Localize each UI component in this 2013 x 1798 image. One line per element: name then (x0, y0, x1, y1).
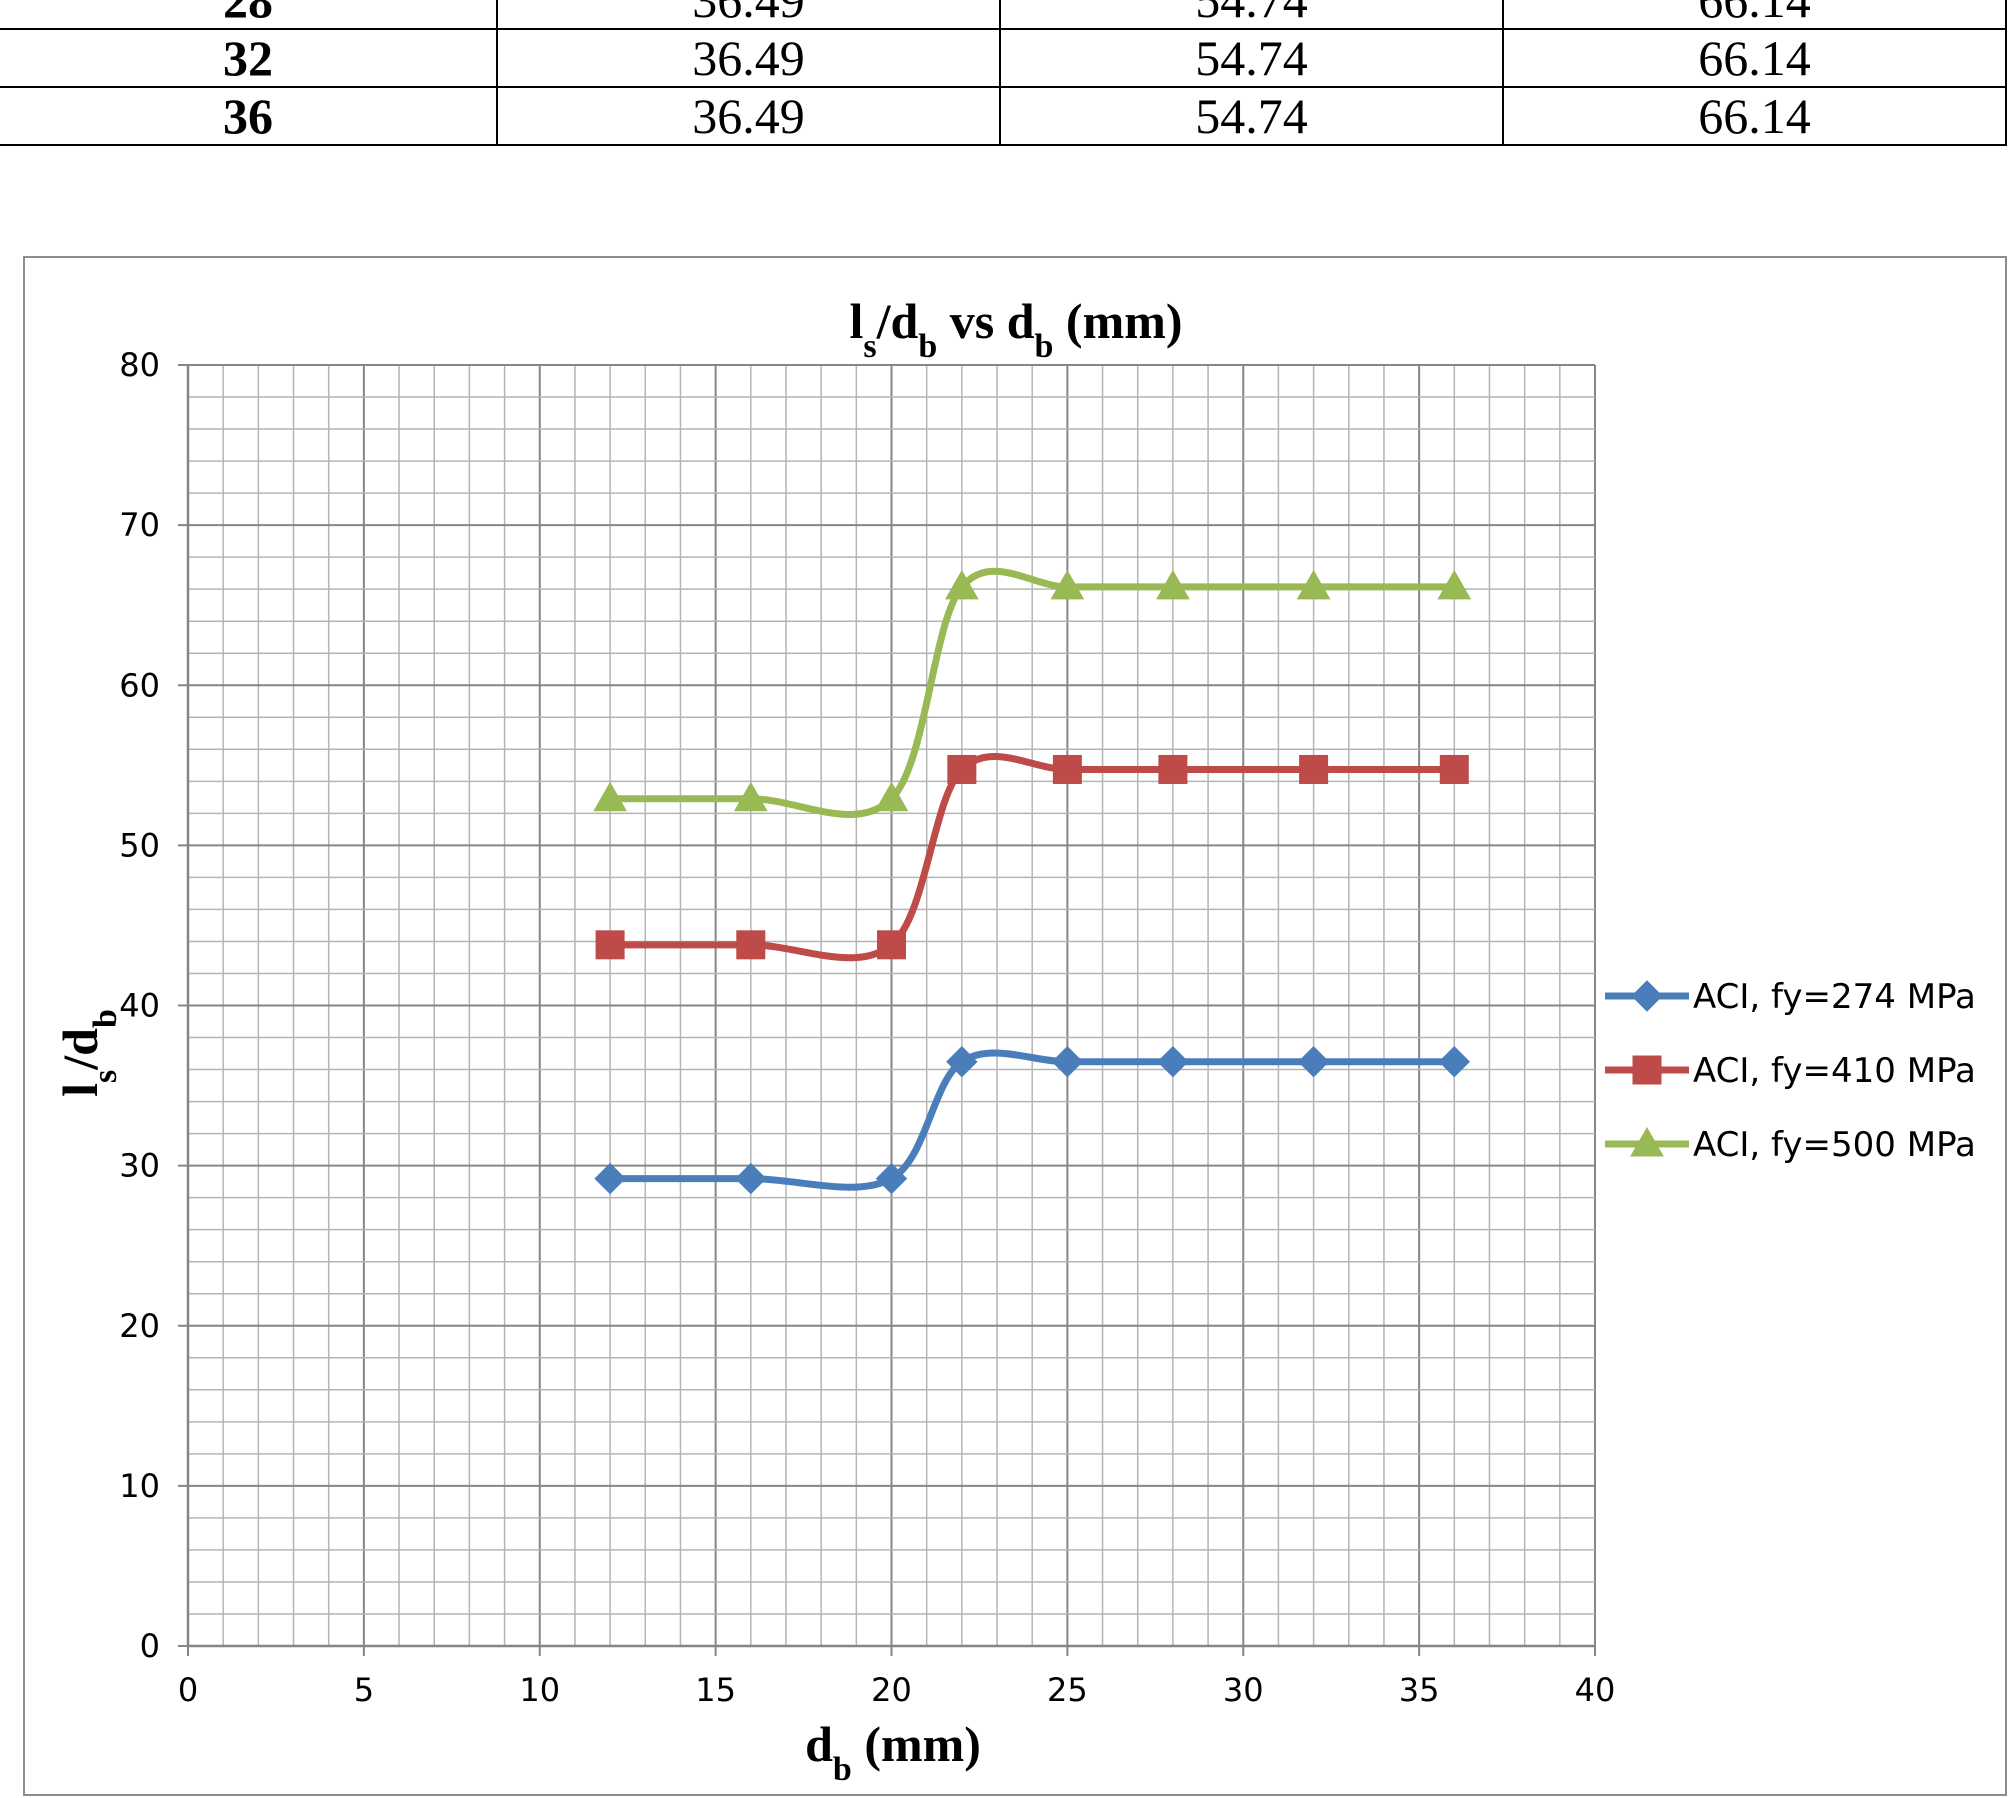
x-tick-label: 10 (519, 1671, 560, 1709)
legend-marker (1630, 1126, 1664, 1157)
chart-title: ls/db vs db (mm) (849, 293, 1182, 365)
table-cell-value: 54.74 (999, 86, 1504, 146)
y-tick-label: 70 (119, 506, 160, 544)
y-tick-label: 60 (119, 666, 160, 704)
x-tick-label: 30 (1223, 1671, 1264, 1709)
x-tick-label: 5 (354, 1671, 374, 1709)
data-point (735, 1162, 767, 1195)
series-line (610, 567, 1455, 818)
data-point (733, 781, 768, 812)
data-point (1051, 1045, 1084, 1078)
y-axis-label: ls/db (52, 1009, 124, 1097)
data-point (1157, 1045, 1189, 1078)
legend-label: ACI, fy=410 MPa (1693, 1051, 1976, 1091)
data-point (1297, 1045, 1330, 1078)
table-row: 32 36.49 54.74 66.14 (0, 28, 2007, 88)
table-cell-bar-size: 32 (0, 28, 498, 88)
data-table: 28 36.49 54.74 66.14 32 36.49 54.74 66.14 36 36.4… (0, 0, 2007, 146)
x-tick-label: 20 (871, 1671, 912, 1709)
legend-item: ACI, fy=274 MPa (1605, 977, 1976, 1017)
data-point (1296, 569, 1331, 600)
data-point (594, 1162, 626, 1195)
data-table-fragment: 28 36.49 54.74 66.14 32 36.49 54.74 66.14 36 36.4… (0, 0, 2013, 160)
data-point (1158, 754, 1188, 784)
data-point (1439, 754, 1469, 784)
table-cell-value: 54.74 (999, 28, 1504, 88)
data-point (877, 930, 906, 960)
y-tick-label: 10 (119, 1467, 160, 1505)
series-1 (594, 1045, 1471, 1195)
x-tick-label: 15 (695, 1671, 736, 1709)
table-cell-value: 66.14 (1502, 28, 2007, 88)
data-point (593, 781, 627, 812)
gridlines (186, 364, 1596, 1648)
series-line (610, 752, 1455, 962)
data-point (947, 754, 977, 784)
y-tick-label: 50 (119, 826, 160, 864)
series-3 (593, 567, 1472, 818)
data-point (1437, 569, 1472, 600)
y-tick-label: 30 (119, 1147, 160, 1185)
x-tick-label: 25 (1047, 1671, 1088, 1709)
chart-area: ls/db vs db (mm) db (mm) ls/db 0 5 10 15 20 2… (23, 256, 2007, 1796)
table-cell-value: 36.49 (496, 0, 1001, 30)
legend: ACI, fy=274 MPa ACI, fy=410 MPa ACI, fy=50… (1605, 977, 1976, 1165)
y-tick-label: 80 (119, 346, 160, 384)
table-row: 36 36.49 54.74 66.14 (0, 86, 2007, 146)
data-point (1050, 569, 1085, 600)
y-tick-label: 20 (119, 1307, 160, 1345)
table-cell-bar-size: 36 (0, 86, 498, 146)
legend-marker (1632, 1055, 1662, 1085)
legend-label: ACI, fy=500 MPa (1693, 1125, 1976, 1165)
legend-label: ACI, fy=274 MPa (1693, 977, 1976, 1017)
data-point (874, 781, 909, 812)
data-point (875, 1162, 908, 1195)
table-cell-value: 66.14 (1502, 86, 2007, 146)
table-cell-value: 36.49 (496, 28, 1001, 88)
data-point (1438, 1045, 1471, 1078)
legend-marker (1631, 980, 1663, 1012)
table-cell-value: 36.49 (496, 86, 1001, 146)
data-point (736, 930, 766, 960)
data-point (595, 930, 625, 960)
table-cell-value: 54.74 (999, 0, 1504, 30)
data-point (1156, 569, 1190, 600)
data-point (944, 569, 979, 600)
x-tick-label: 40 (1575, 1671, 1616, 1709)
series-2 (595, 752, 1469, 962)
y-tick-label: 0 (140, 1627, 160, 1665)
table-cell-bar-size: 28 (0, 0, 498, 30)
x-tick-label: 35 (1399, 1671, 1440, 1709)
table-row: 28 36.49 54.74 66.14 (0, 0, 2007, 30)
x-axis-label: db (mm) (805, 1716, 981, 1788)
y-tick-label: 40 (119, 987, 160, 1025)
line-chart: ls/db vs db (mm) db (mm) ls/db 0 5 10 15 20 2… (52, 293, 1976, 1788)
x-tick-label: 0 (178, 1671, 198, 1709)
legend-item: ACI, fy=410 MPa (1605, 1051, 1976, 1091)
data-point (1299, 754, 1329, 784)
table-cell-value: 66.14 (1502, 0, 2007, 30)
data-point (1052, 754, 1082, 784)
legend-item: ACI, fy=500 MPa (1605, 1125, 1976, 1165)
data-point (946, 1045, 978, 1078)
